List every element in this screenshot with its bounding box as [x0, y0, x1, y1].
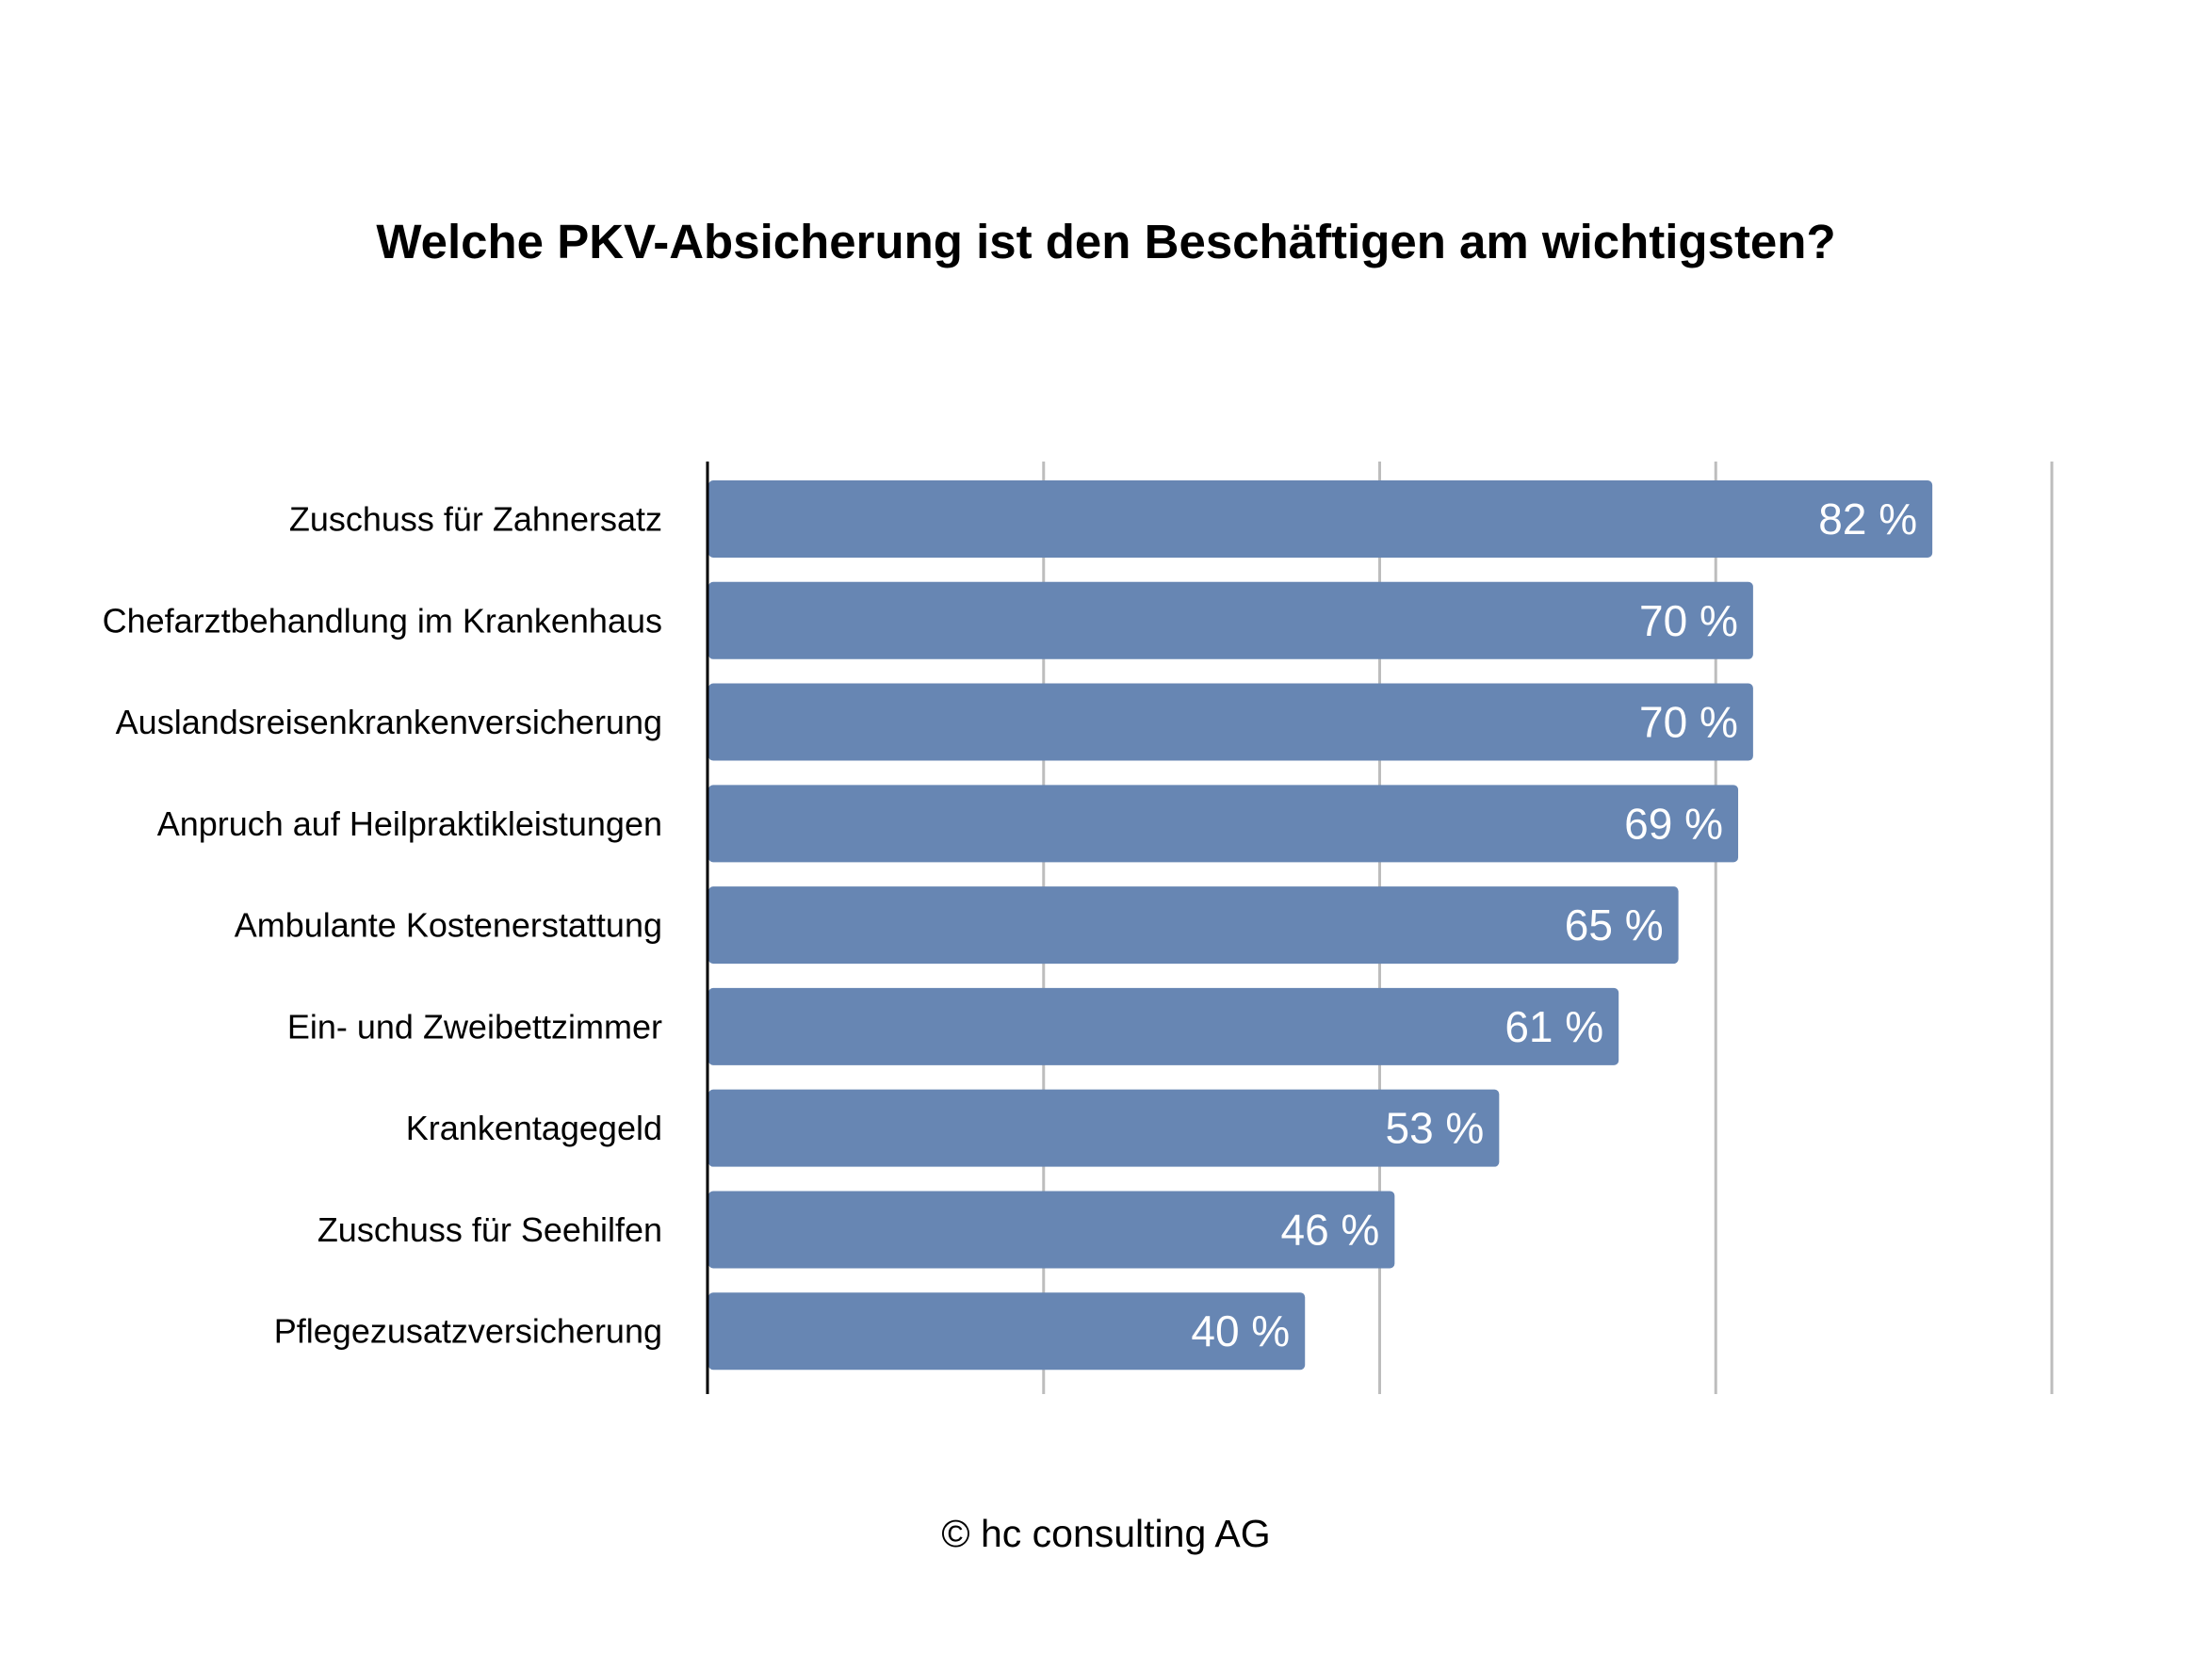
- data-label: 82 %: [1818, 495, 1917, 543]
- bar: [708, 683, 1753, 761]
- data-label: 61 %: [1504, 1002, 1603, 1051]
- category-label: Krankentagegeld: [406, 1109, 662, 1147]
- bars: 82 % 70 % 70 % 69 % 65 % 61 % 53 % 46 % 40 %: [708, 480, 1933, 1371]
- category-label: Ambulante Kostenerstattung: [235, 906, 662, 945]
- data-label: 69 %: [1624, 799, 1723, 848]
- data-label: 46 %: [1280, 1205, 1379, 1254]
- data-label: 70 %: [1639, 596, 1738, 645]
- data-label: 53 %: [1385, 1104, 1484, 1153]
- category-label: Chefarztbehandlung im Krankenhaus: [103, 601, 662, 640]
- bar: [708, 987, 1619, 1065]
- data-label: 65 %: [1565, 900, 1664, 949]
- category-labels: Zuschuss für Zahnersatz Chefarztbehandlun…: [103, 500, 662, 1351]
- bar: [708, 785, 1739, 863]
- bar: [708, 886, 1679, 965]
- bar: [708, 581, 1753, 659]
- data-label: 40 %: [1191, 1306, 1290, 1355]
- chart-title: Welche PKV-Absicherung ist den Beschäfti…: [376, 215, 1836, 268]
- bar: [708, 1292, 1306, 1371]
- copyright-footer: © hc consulting AG: [941, 1512, 1271, 1555]
- category-label: Auslandsreisenkrankenversicherung: [116, 703, 662, 741]
- category-label: Pflegezusatzversicherung: [274, 1312, 662, 1351]
- category-label: Anpruch auf Heilpraktikleistungen: [157, 804, 662, 843]
- category-label: Zuschuss für Zahnersatz: [289, 500, 662, 539]
- category-label: Ein- und Zweibettzimmer: [287, 1007, 662, 1046]
- bar: [708, 1089, 1500, 1167]
- category-label: Zuschuss für Seehilfen: [317, 1210, 662, 1249]
- bar: [708, 1191, 1395, 1269]
- bar: [708, 480, 1933, 558]
- data-label: 70 %: [1639, 698, 1738, 747]
